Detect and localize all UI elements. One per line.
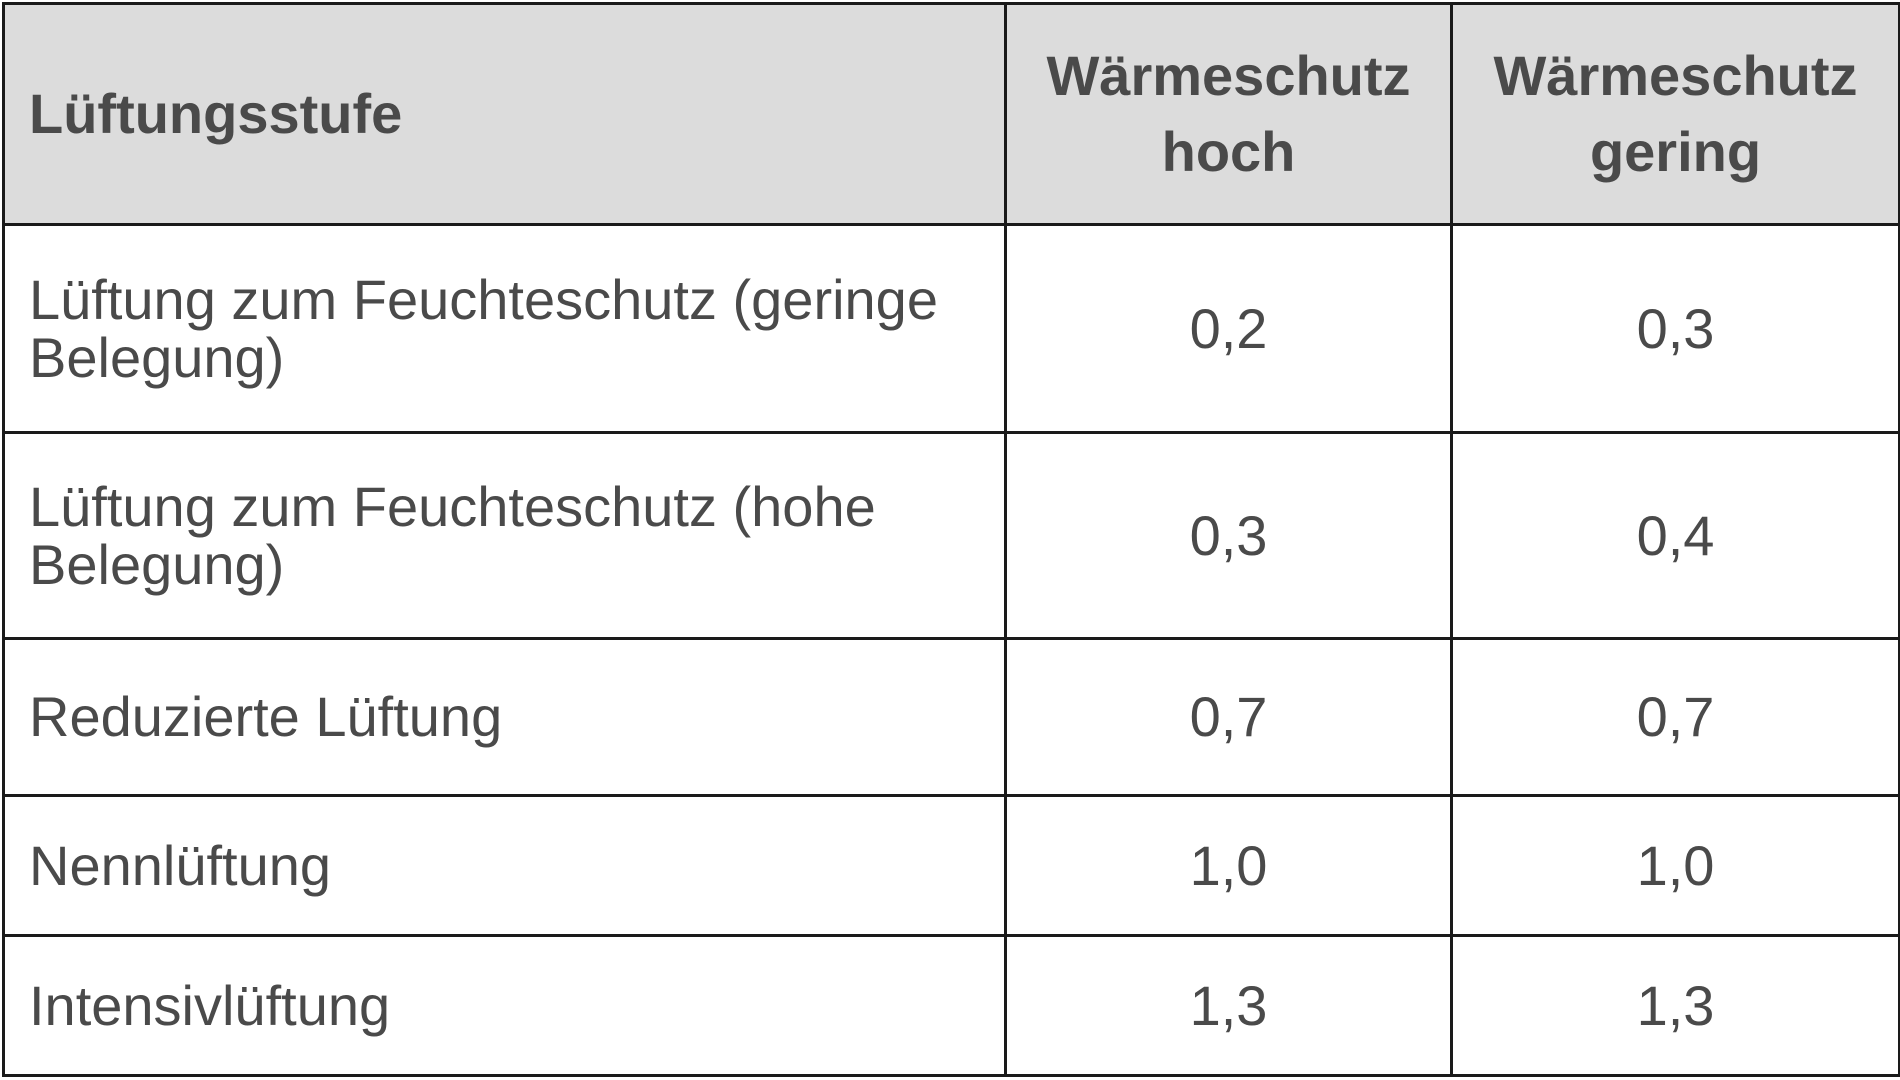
- value-gering: 1,3: [1450, 934, 1900, 1077]
- table-row: Intensivlüftung 1,3 1,3: [2, 934, 1900, 1077]
- value-gering: 0,3: [1450, 223, 1900, 434]
- table-row: Nennlüftung 1,0 1,0: [2, 794, 1900, 937]
- value-hoch: 0,3: [1004, 431, 1453, 640]
- value-hoch: 1,0: [1004, 794, 1453, 937]
- value-gering: 0,7: [1450, 637, 1900, 797]
- table-header-row: Lüftungsstufe Wärmeschutz hoch Wärmeschu…: [2, 2, 1900, 226]
- table-row: Lüftung zum Feuchteschutz (geringe Beleg…: [2, 223, 1900, 434]
- row-label: Lüftung zum Feuchteschutz (hohe Belegung…: [2, 431, 1007, 640]
- header-waermeschutz-hoch: Wärmeschutz hoch: [1004, 2, 1453, 226]
- table-row: Lüftung zum Feuchteschutz (hohe Belegung…: [2, 431, 1900, 640]
- value-gering: 0,4: [1450, 431, 1900, 640]
- row-label: Nennlüftung: [2, 794, 1007, 937]
- value-gering: 1,0: [1450, 794, 1900, 937]
- row-label: Reduzierte Lüftung: [2, 637, 1007, 797]
- header-lueftungsstufe: Lüftungsstufe: [2, 2, 1007, 226]
- header-waermeschutz-gering: Wärmeschutz gering: [1450, 2, 1900, 226]
- table-row: Reduzierte Lüftung 0,7 0,7: [2, 637, 1900, 797]
- row-label: Lüftung zum Feuchteschutz (geringe Beleg…: [2, 223, 1007, 434]
- value-hoch: 1,3: [1004, 934, 1453, 1077]
- row-label: Intensivlüftung: [2, 934, 1007, 1077]
- value-hoch: 0,2: [1004, 223, 1453, 434]
- value-hoch: 0,7: [1004, 637, 1453, 797]
